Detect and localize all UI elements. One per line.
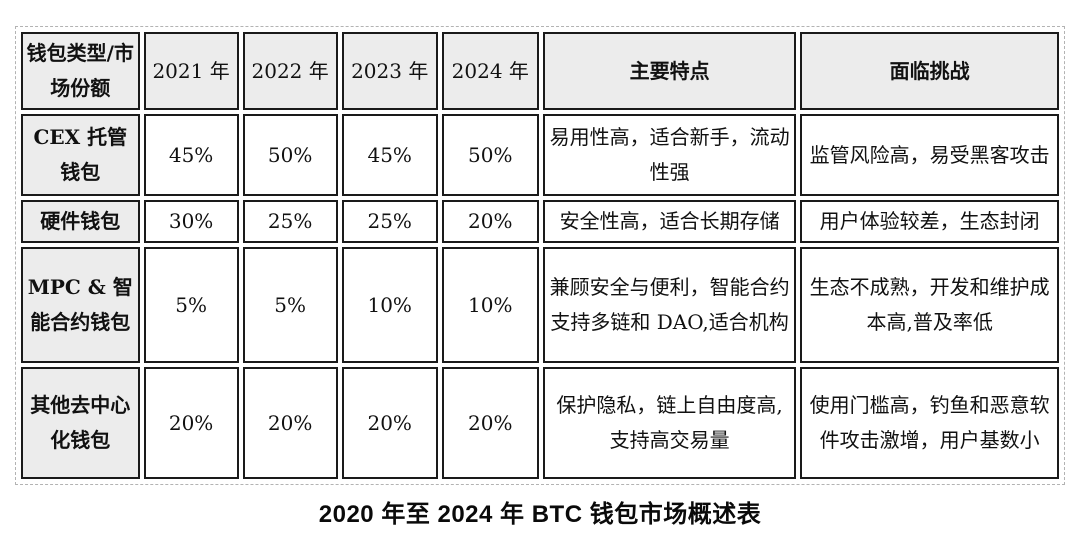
table-caption: 2020 年至 2024 年 BTC 钱包市场概述表 [318,501,762,528]
header-challenges: 面临挑战 [800,32,1059,110]
header-wallet-type: 钱包类型/市场份额 [21,32,140,110]
share-cell: 45% [341,114,438,196]
table-frame: 钱包类型/市场份额 2021 年 2022 年 2023 年 2024 年 主要… [15,26,1065,485]
challenges-cell: 用户体验较差，生态封闭 [800,200,1059,243]
table-row-hardware: 硬件钱包 30% 25% 25% 20% 安全性高，适合长期存储 用户体验较差，… [21,200,1059,243]
btc-wallet-market-table: 钱包类型/市场份额 2021 年 2022 年 2023 年 2024 年 主要… [17,28,1063,483]
table-row-other-decentralized: 其他去中心化钱包 20% 20% 20% 20% 保护隐私，链上自由度高,支持高… [21,367,1059,479]
share-cell: 20% [143,367,239,479]
table-row-cex: CEX 托管钱包 45% 50% 45% 50% 易用性高，适合新手，流动性强 … [21,114,1059,196]
share-cell: 30% [143,200,239,243]
header-year-2023: 2023 年 [341,32,438,110]
share-cell: 25% [242,200,338,243]
share-cell: 20% [441,200,539,243]
share-cell: 10% [441,247,539,363]
table-header-row: 钱包类型/市场份额 2021 年 2022 年 2023 年 2024 年 主要… [21,32,1059,110]
share-cell: 20% [441,367,539,479]
header-year-2022: 2022 年 [242,32,338,110]
header-year-2024: 2024 年 [441,32,539,110]
wallet-type-cell: CEX 托管钱包 [21,114,140,196]
features-cell: 兼顾安全与便利，智能合约支持多链和 DAO,适合机构 [542,247,797,363]
challenges-cell: 生态不成熟，开发和维护成本高,普及率低 [800,247,1059,363]
share-cell: 25% [341,200,438,243]
share-cell: 45% [143,114,239,196]
features-cell: 安全性高，适合长期存储 [542,200,797,243]
header-features: 主要特点 [542,32,797,110]
header-year-2021: 2021 年 [143,32,239,110]
features-cell: 保护隐私，链上自由度高,支持高交易量 [542,367,797,479]
share-cell: 10% [341,247,438,363]
share-cell: 20% [341,367,438,479]
share-cell: 20% [242,367,338,479]
challenges-cell: 使用门槛高，钓鱼和恶意软件攻击激增，用户基数小 [800,367,1059,479]
wallet-type-cell: 其他去中心化钱包 [21,367,140,479]
wallet-type-cell: MPC & 智能合约钱包 [21,247,140,363]
features-cell: 易用性高，适合新手，流动性强 [542,114,797,196]
share-cell: 50% [441,114,539,196]
share-cell: 50% [242,114,338,196]
share-cell: 5% [143,247,239,363]
wallet-type-cell: 硬件钱包 [21,200,140,243]
share-cell: 5% [242,247,338,363]
table-row-mpc: MPC & 智能合约钱包 5% 5% 10% 10% 兼顾安全与便利，智能合约支… [21,247,1059,363]
challenges-cell: 监管风险高，易受黑客攻击 [800,114,1059,196]
